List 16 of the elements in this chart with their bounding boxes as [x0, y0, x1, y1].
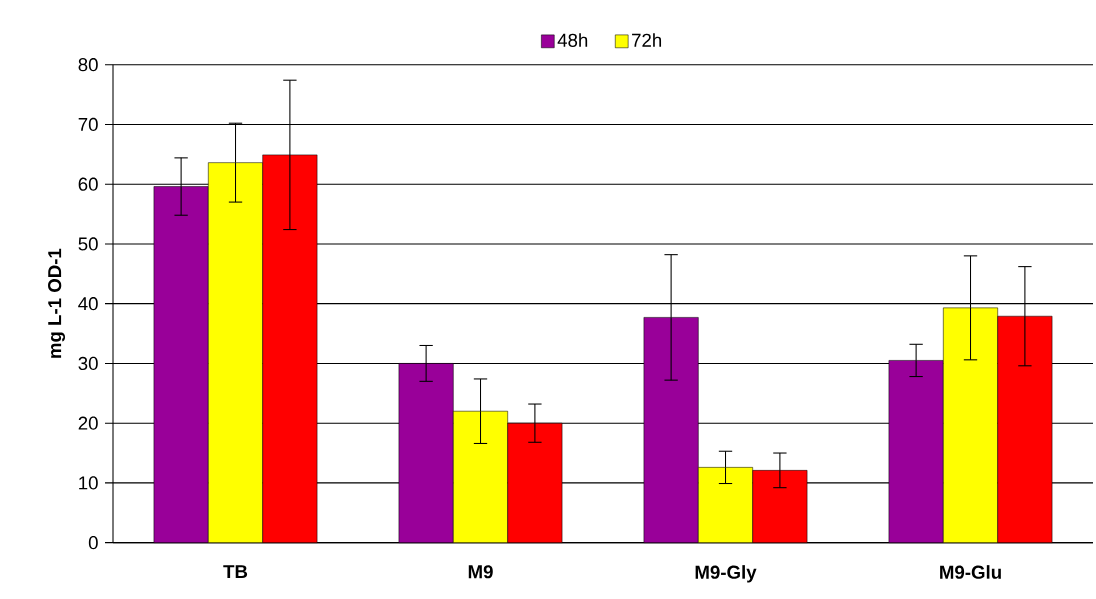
y-tick-label: 30 [78, 356, 98, 371]
legend-label: 48h [557, 33, 588, 48]
x-tick-label: M9 [468, 565, 493, 579]
x-tick-label: M9-Gly [695, 565, 757, 583]
y-tick-label: 0 [88, 536, 98, 550]
y-axis-title: mg L-1 OD-1 [48, 248, 66, 359]
y-tick-label: 50 [78, 237, 98, 251]
x-tick-label: M9-Glu [940, 565, 1001, 580]
y-tick-label: 80 [78, 58, 98, 72]
y-tick-label: 10 [79, 476, 98, 490]
y-tick-label: 20 [78, 416, 98, 430]
y-tick-label: 70 [78, 117, 98, 132]
y-tick-label: 40 [78, 297, 98, 311]
y-tick-label: 60 [78, 177, 98, 191]
x-tick-label: TB [223, 565, 248, 579]
legend-label: 72h [632, 33, 662, 47]
